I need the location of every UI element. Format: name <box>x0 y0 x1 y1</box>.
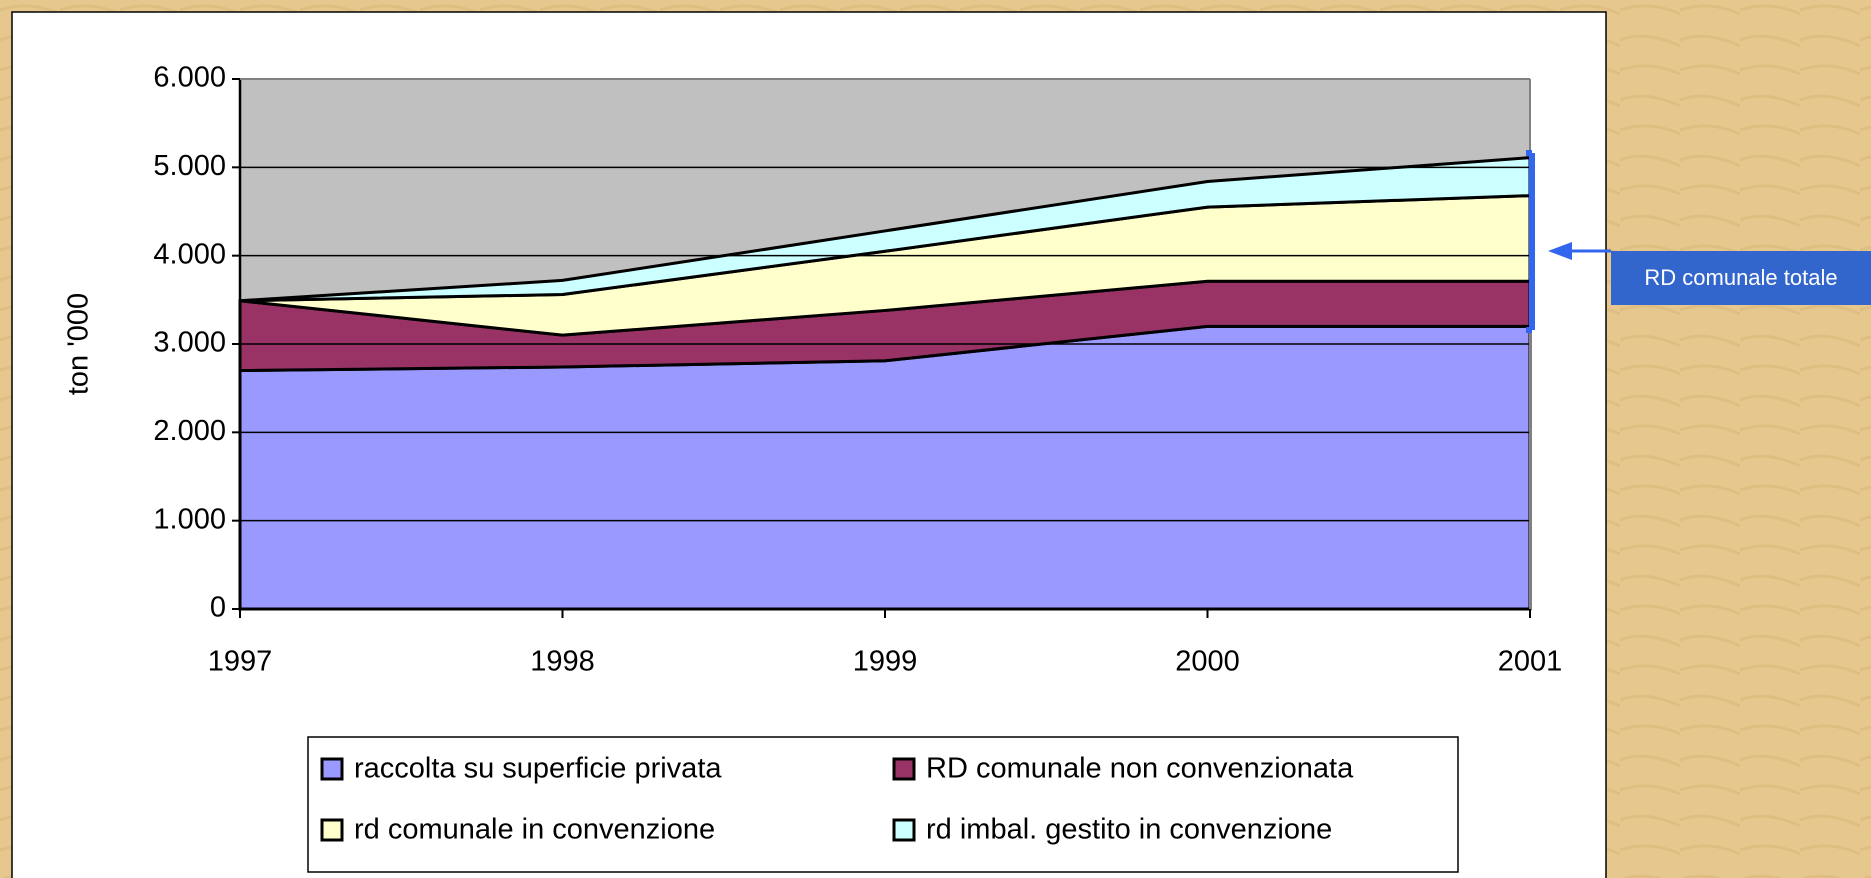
legend-label: rd comunale in convenzione <box>354 814 715 846</box>
y-tick-label: 0 <box>210 592 226 624</box>
y-tick-label: 2.000 <box>153 415 226 447</box>
x-tick-label: 1997 <box>208 646 273 678</box>
x-tick-label: 2000 <box>1175 646 1240 678</box>
x-tick-label: 1999 <box>853 646 918 678</box>
annotation-box <box>1611 251 1871 305</box>
legend-swatch <box>320 757 344 781</box>
y-tick-label: 3.000 <box>153 327 226 359</box>
legend-swatch <box>892 818 916 842</box>
y-tick-label: 1.000 <box>153 503 226 535</box>
y-tick-label: 6.000 <box>153 62 226 94</box>
legend <box>307 736 1459 873</box>
arrow-head <box>1548 242 1572 260</box>
legend-label: RD comunale non convenzionata <box>926 753 1354 785</box>
plot: 0 1.000 2.000 3.000 4.000 5.000 6.000 1997 1998 1… <box>153 62 1562 678</box>
legend-swatch <box>320 818 344 842</box>
x-tick-label: 2001 <box>1498 646 1563 678</box>
annotation: RD comunale totale <box>1644 265 1837 290</box>
legend-swatch <box>892 757 916 781</box>
legend-label: rd imbal. gestito in convenzione <box>926 814 1332 846</box>
y-axis-label: ton '000 <box>63 293 95 395</box>
y-tick-label: 4.000 <box>153 238 226 270</box>
legend-label: raccolta su superficie privata <box>354 753 722 785</box>
y-tick-label: 5.000 <box>153 150 226 182</box>
x-tick-label: 1998 <box>530 646 595 678</box>
